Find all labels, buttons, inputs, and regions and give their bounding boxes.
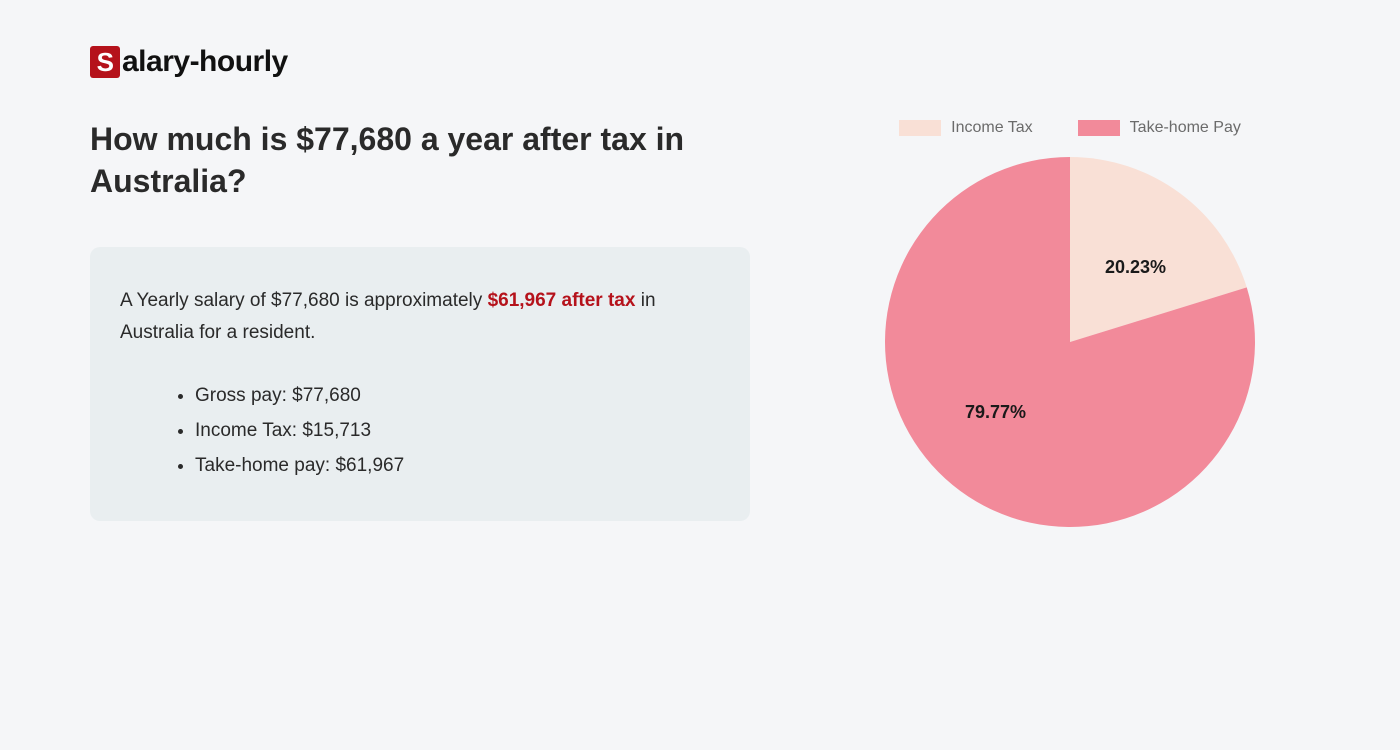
summary-list: Gross pay: $77,680 Income Tax: $15,713 T… — [120, 378, 720, 483]
logo-text: alary-hourly — [122, 45, 288, 79]
summary-text: A Yearly salary of $77,680 is approximat… — [120, 285, 720, 350]
pie-svg — [880, 152, 1260, 532]
slice-label-take-home: 79.77% — [965, 402, 1026, 423]
summary-prefix: A Yearly salary of $77,680 is approximat… — [120, 290, 488, 311]
summary-box: A Yearly salary of $77,680 is approximat… — [90, 247, 750, 521]
list-item: Take-home pay: $61,967 — [195, 448, 720, 483]
page-title: How much is $77,680 a year after tax in … — [90, 119, 750, 202]
chart-legend: Income Tax Take-home Pay — [830, 119, 1310, 137]
list-item: Gross pay: $77,680 — [195, 378, 720, 413]
summary-highlight: $61,967 after tax — [488, 290, 636, 311]
legend-item-take-home: Take-home Pay — [1078, 119, 1241, 137]
legend-swatch — [1078, 120, 1120, 136]
legend-label: Income Tax — [951, 119, 1033, 137]
list-item: Income Tax: $15,713 — [195, 413, 720, 448]
legend-item-income-tax: Income Tax — [899, 119, 1033, 137]
pie-chart: 20.23% 79.77% — [880, 152, 1260, 532]
logo-badge: S — [90, 46, 120, 78]
slice-label-income-tax: 20.23% — [1105, 257, 1166, 278]
legend-label: Take-home Pay — [1130, 119, 1241, 137]
legend-swatch — [899, 120, 941, 136]
site-logo: Salary-hourly — [90, 45, 1310, 79]
